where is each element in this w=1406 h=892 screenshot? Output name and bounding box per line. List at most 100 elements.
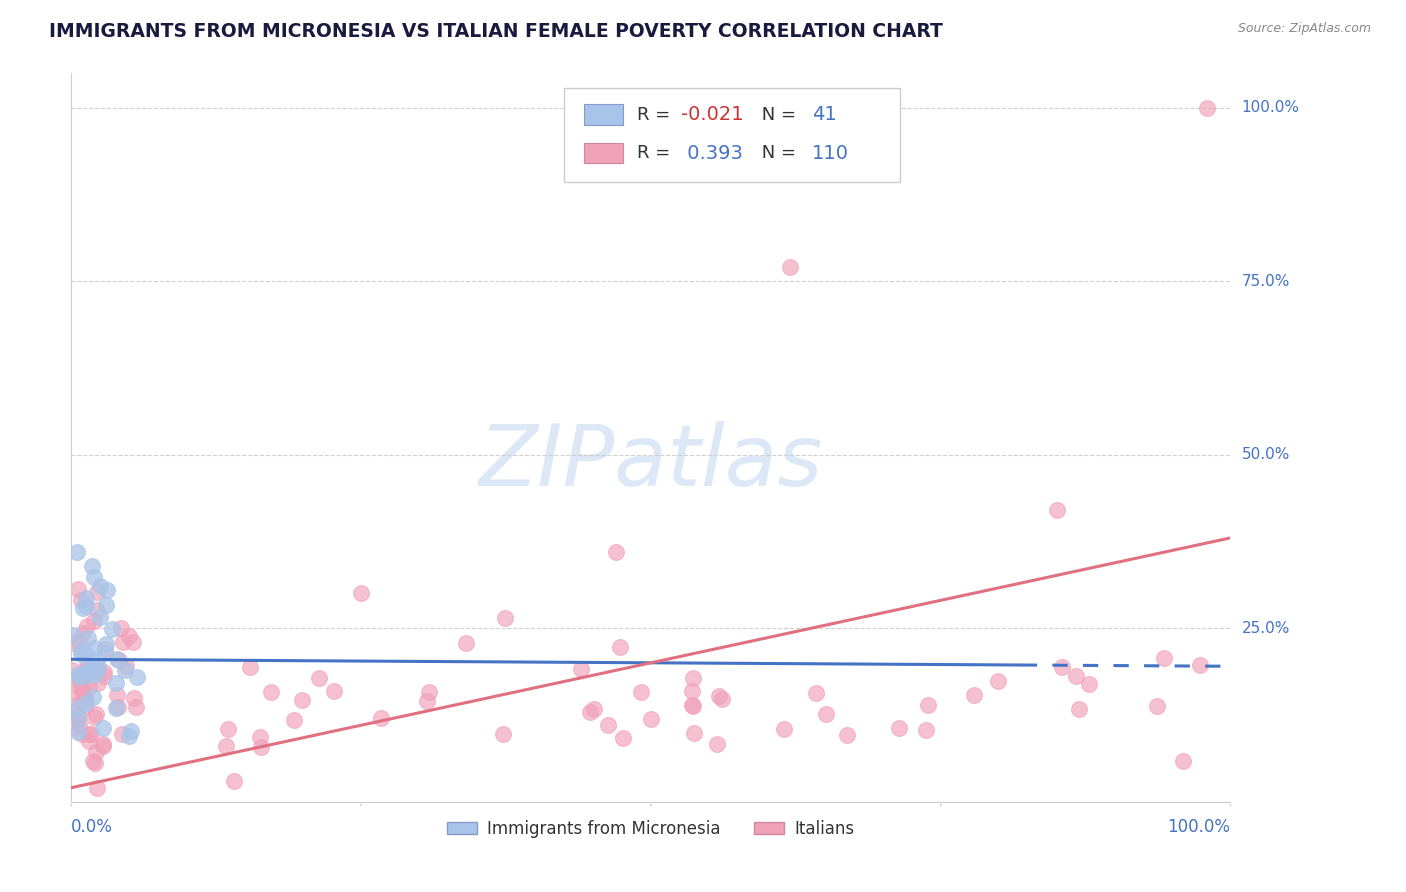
Point: [105, 688, 128, 702]
Point: [94, 637, 117, 651]
Point: [492, 727, 515, 741]
Point: [70, 593, 93, 607]
Point: [70, 673, 93, 687]
Point: [66, 691, 89, 706]
Point: [773, 722, 796, 736]
Point: [91, 721, 114, 735]
Point: [80, 652, 103, 666]
Point: [80, 664, 103, 678]
Point: [609, 640, 631, 655]
Point: [86, 659, 108, 673]
Text: R =: R =: [637, 145, 676, 162]
Text: 100.0%: 100.0%: [1241, 100, 1299, 115]
Point: [83, 710, 105, 724]
Point: [104, 675, 127, 690]
Point: [75, 599, 97, 613]
Point: [83, 570, 105, 584]
Point: [73, 646, 96, 660]
Point: [86, 745, 108, 759]
Point: [987, 673, 1010, 688]
Point: [67, 701, 90, 715]
Point: [60, 663, 83, 677]
Point: [260, 685, 283, 699]
Point: [125, 670, 148, 684]
Point: [67, 666, 90, 681]
Point: [111, 727, 134, 741]
Point: [73, 685, 96, 699]
Point: [75, 696, 97, 710]
Point: [82, 690, 104, 704]
Point: [94, 599, 117, 613]
Point: [77, 734, 100, 748]
Point: [84, 667, 107, 681]
Point: [112, 635, 135, 649]
Text: IMMIGRANTS FROM MICRONESIA VS ITALIAN FEMALE POVERTY CORRELATION CHART: IMMIGRANTS FROM MICRONESIA VS ITALIAN FE…: [49, 22, 943, 41]
Point: [101, 622, 124, 636]
Bar: [583, 104, 623, 125]
Point: [66, 672, 89, 686]
Point: [72, 689, 94, 703]
Point: [69, 670, 91, 684]
Point: [114, 658, 136, 673]
Point: [125, 700, 148, 714]
Point: [1197, 101, 1219, 115]
Legend: Immigrants from Micronesia, Italians: Immigrants from Micronesia, Italians: [440, 813, 860, 844]
Point: [83, 614, 105, 628]
Point: [105, 651, 128, 665]
Point: [222, 773, 245, 788]
Point: [86, 663, 108, 677]
Point: [82, 558, 104, 573]
Point: [709, 689, 731, 703]
Text: 41: 41: [813, 105, 837, 124]
Point: [83, 659, 105, 673]
Point: [66, 709, 89, 723]
Point: [804, 686, 827, 700]
Point: [82, 754, 104, 768]
Point: [1153, 651, 1175, 665]
Point: [76, 631, 98, 645]
Point: [917, 698, 939, 712]
Text: ZIPatlas: ZIPatlas: [479, 421, 823, 504]
Point: [1188, 657, 1211, 672]
Point: [682, 698, 704, 713]
Point: [1067, 702, 1090, 716]
Point: [416, 694, 439, 708]
Point: [681, 684, 703, 698]
Point: [215, 739, 238, 753]
Point: [86, 659, 108, 673]
Point: [605, 545, 627, 559]
Point: [283, 713, 305, 727]
Point: [571, 662, 593, 676]
Point: [107, 653, 129, 667]
Point: [76, 619, 98, 633]
Point: [67, 710, 90, 724]
Point: [114, 663, 136, 677]
Point: [454, 636, 477, 650]
Point: [83, 756, 105, 770]
Point: [75, 591, 97, 605]
Text: 50.0%: 50.0%: [1241, 447, 1289, 462]
Point: [1171, 754, 1194, 768]
Point: [118, 729, 141, 743]
Point: [91, 737, 114, 751]
FancyBboxPatch shape: [564, 87, 900, 182]
Point: [779, 260, 801, 275]
Point: [124, 691, 146, 706]
Text: N =: N =: [756, 105, 801, 123]
Point: [1064, 669, 1087, 683]
Point: [79, 667, 101, 681]
Point: [66, 724, 89, 739]
Point: [76, 658, 98, 673]
Point: [69, 672, 91, 686]
Point: [494, 611, 516, 625]
Point: [681, 698, 703, 713]
Text: -0.021: -0.021: [681, 105, 744, 124]
Point: [682, 725, 704, 739]
Bar: [583, 143, 623, 163]
Point: [612, 731, 634, 745]
Point: [815, 707, 838, 722]
Point: [120, 723, 142, 738]
Point: [65, 676, 87, 690]
Point: [67, 634, 90, 648]
Point: [73, 699, 96, 714]
